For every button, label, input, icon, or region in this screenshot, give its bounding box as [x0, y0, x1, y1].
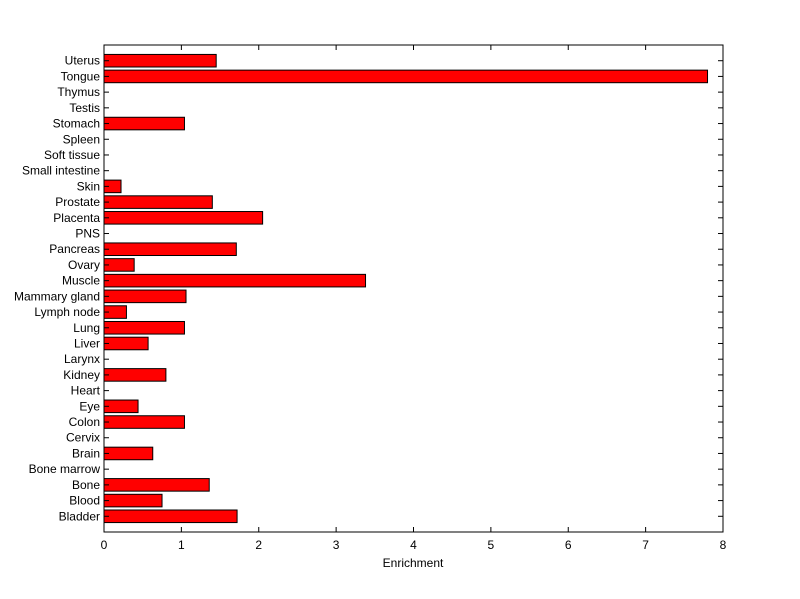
- bar-lung: [103, 320, 185, 335]
- x-axis-label: Enrichment: [383, 556, 444, 570]
- bar-kidney: [103, 368, 167, 382]
- y-tick-label: Pancreas: [49, 242, 100, 256]
- y-tick-label: Blood: [69, 494, 100, 508]
- y-tick-label: Cervix: [66, 431, 100, 445]
- y-tick-label: Stomach: [53, 117, 100, 131]
- bar-uterus: [103, 53, 217, 68]
- x-tick-label: 2: [255, 538, 262, 552]
- bar-tongue: [103, 69, 709, 84]
- bar-stomach: [103, 116, 185, 131]
- y-tick-label: Heart: [71, 384, 101, 398]
- y-tick-label: Bladder: [59, 509, 100, 523]
- y-tick-label: Prostate: [55, 195, 100, 209]
- y-tick-label: Testis: [69, 101, 100, 115]
- x-tick-label: 7: [642, 538, 649, 552]
- y-tick-label: Ovary: [68, 258, 100, 272]
- y-tick-label: Larynx: [64, 352, 100, 366]
- y-tick-label: Bone marrow: [29, 462, 101, 476]
- y-tick-label: Lymph node: [34, 305, 100, 319]
- bar-colon: [103, 415, 185, 429]
- y-tick-label: Thymus: [57, 85, 100, 99]
- y-tick-label: Small intestine: [22, 164, 100, 178]
- y-tick-label: Skin: [77, 179, 100, 193]
- y-tick-label: Mammary gland: [14, 289, 100, 303]
- y-tick-label: PNS: [75, 227, 100, 241]
- y-tick-label: Spleen: [63, 132, 100, 146]
- y-tick-label: Eye: [79, 399, 100, 413]
- y-tick-label: Soft tissue: [44, 148, 100, 162]
- y-tick-label: Liver: [74, 336, 100, 350]
- y-tick-label: Kidney: [63, 368, 100, 382]
- x-tick-label: 4: [410, 538, 417, 552]
- y-tick-label: Uterus: [65, 54, 100, 68]
- bar-muscle: [103, 273, 367, 288]
- y-tick-label: Colon: [69, 415, 100, 429]
- y-tick-label: Tongue: [61, 69, 101, 83]
- x-tick-label: 3: [333, 538, 340, 552]
- y-tick-label: Brain: [72, 446, 100, 460]
- y-tick-label: Placenta: [53, 211, 100, 225]
- x-tick-label: 1: [178, 538, 185, 552]
- bar-brain: [103, 446, 154, 461]
- bar-prostate: [103, 195, 213, 209]
- x-tick-label: 8: [720, 538, 727, 552]
- x-tick-label: 5: [488, 538, 495, 552]
- bar-pancreas: [103, 242, 237, 257]
- bar-mammary-gland: [103, 289, 187, 304]
- bar-blood: [103, 493, 163, 508]
- y-tick-label: Lung: [73, 321, 100, 335]
- bar-bone: [103, 478, 210, 492]
- x-tick-label: 0: [101, 538, 108, 552]
- bar-placenta: [103, 211, 264, 225]
- bar-eye: [103, 399, 139, 414]
- bar-liver: [103, 336, 149, 351]
- plot-background: [104, 45, 723, 532]
- bar-bladder: [103, 509, 238, 524]
- x-tick-label: 6: [565, 538, 572, 552]
- y-tick-label: Muscle: [62, 274, 100, 288]
- plot-frame: [103, 44, 724, 533]
- y-tick-label: Bone: [72, 478, 100, 492]
